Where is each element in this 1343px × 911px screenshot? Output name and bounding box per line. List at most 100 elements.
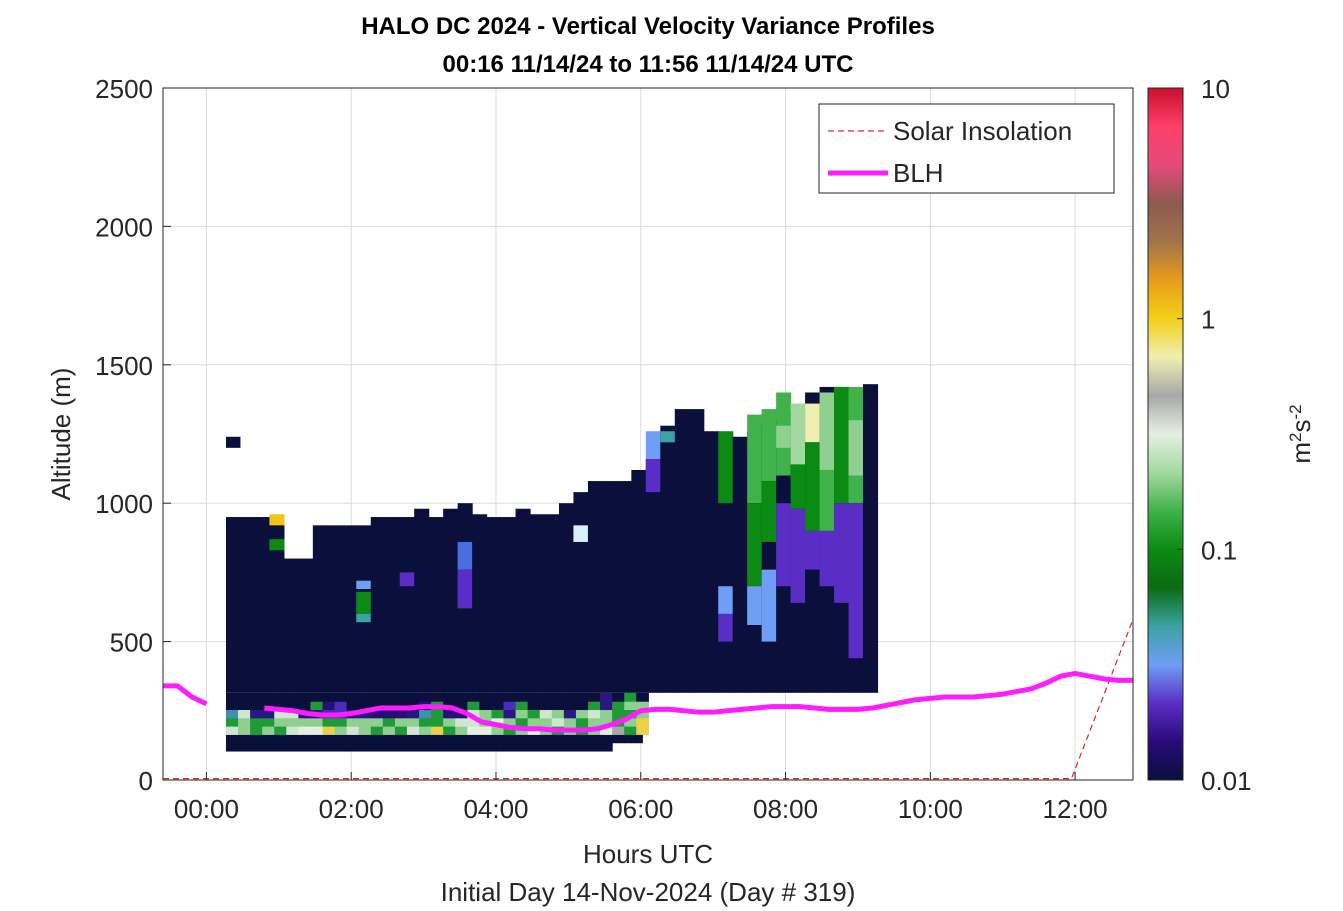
heatmap-cell bbox=[557, 709, 565, 719]
heatmap-cell bbox=[334, 726, 342, 735]
legend: Solar Insolation BLH bbox=[818, 103, 1115, 194]
x-tick-label: 04:00 bbox=[463, 794, 528, 824]
heatmap-cell bbox=[256, 692, 263, 702]
heatmap-cell bbox=[334, 701, 342, 711]
heatmap-accent bbox=[747, 503, 763, 587]
heatmap-cell bbox=[497, 717, 505, 727]
heatmap-cell bbox=[467, 734, 474, 744]
heatmap-cell bbox=[304, 734, 312, 744]
heatmap-cell bbox=[461, 742, 468, 752]
heatmap-cell bbox=[256, 742, 263, 752]
heatmap-accent bbox=[718, 613, 734, 642]
heatmap-column bbox=[298, 558, 314, 693]
heatmap-cell bbox=[642, 701, 649, 711]
heatmap-cell bbox=[443, 692, 450, 702]
heatmap-cell bbox=[551, 742, 559, 752]
heatmap-cell bbox=[298, 692, 306, 702]
heatmap-cell bbox=[382, 717, 390, 727]
heatmap-cell bbox=[244, 692, 251, 702]
heatmap-cell bbox=[443, 726, 450, 735]
heatmap-column bbox=[501, 517, 517, 693]
heatmap-cell bbox=[491, 742, 499, 752]
heatmap-cell bbox=[274, 709, 281, 719]
heatmap-accent bbox=[776, 503, 792, 587]
y-axis-label: Altitude (m) bbox=[46, 368, 76, 501]
heatmap-column bbox=[269, 517, 285, 693]
heatmap-cell bbox=[310, 692, 318, 702]
heatmap-cell bbox=[600, 709, 607, 719]
heatmap-cell bbox=[612, 701, 619, 711]
heatmap-cell bbox=[473, 726, 480, 735]
heatmap-cell bbox=[636, 717, 643, 727]
heatmap-accent bbox=[457, 569, 473, 609]
heatmap-cell bbox=[600, 701, 607, 711]
heatmap-cell bbox=[346, 742, 354, 752]
heatmap-cell bbox=[286, 726, 293, 735]
heatmap-cell bbox=[497, 742, 505, 752]
heatmap-accent bbox=[761, 481, 777, 542]
x-tick-label: 06:00 bbox=[608, 794, 673, 824]
colorbar-tick-label: 0.1 bbox=[1201, 535, 1237, 565]
heatmap-cell bbox=[606, 726, 613, 735]
heatmap-cell bbox=[600, 734, 607, 744]
legend-blh-label: BLH bbox=[893, 158, 944, 188]
heatmap-cell bbox=[551, 717, 559, 727]
heatmap-cell bbox=[286, 734, 293, 744]
heatmap-cell bbox=[606, 709, 613, 719]
heatmap-cell bbox=[509, 709, 517, 719]
heatmap-cell bbox=[437, 717, 444, 727]
heatmap-cell bbox=[636, 726, 643, 735]
heatmap-column bbox=[312, 525, 328, 693]
heatmap-cell bbox=[280, 701, 287, 711]
x-tick-label: 00:00 bbox=[174, 794, 239, 824]
heatmap-cell bbox=[449, 717, 456, 727]
heatmap-cell bbox=[400, 726, 408, 735]
heatmap-cell bbox=[406, 717, 414, 727]
x-tick-label: 08:00 bbox=[753, 794, 818, 824]
colorbar-unit-base-s: s bbox=[1286, 419, 1316, 432]
heatmap-cell bbox=[256, 701, 263, 711]
heatmap-cell bbox=[304, 742, 312, 752]
heatmap-column bbox=[660, 425, 676, 693]
heatmap-cell bbox=[557, 734, 565, 744]
heatmap-cell bbox=[485, 742, 493, 752]
heatmap-cell bbox=[310, 742, 318, 752]
heatmap-accent bbox=[747, 586, 763, 625]
heatmap-cell bbox=[606, 701, 613, 711]
x-axis-label: Hours UTC bbox=[583, 839, 713, 869]
heatmap-cell bbox=[280, 742, 287, 752]
heatmap-cell bbox=[437, 726, 444, 735]
heatmap-cell bbox=[642, 709, 649, 719]
heatmap-cell bbox=[600, 742, 607, 752]
heatmap-cell bbox=[280, 734, 287, 744]
heatmap-cell bbox=[268, 734, 275, 744]
heatmap-cell bbox=[322, 726, 330, 735]
heatmap-cell bbox=[563, 692, 571, 702]
heatmap-cell bbox=[606, 717, 613, 727]
heatmap-cell bbox=[334, 734, 342, 744]
heatmap-cell bbox=[606, 692, 613, 702]
heatmap-cell bbox=[503, 709, 511, 719]
heatmap-cell bbox=[238, 726, 245, 735]
heatmap-column bbox=[587, 481, 603, 693]
heatmap-cell bbox=[594, 742, 601, 752]
heatmap-cell bbox=[370, 701, 378, 711]
heatmap-cell bbox=[364, 726, 372, 735]
heatmap-cell bbox=[250, 717, 257, 727]
heatmap-cell bbox=[497, 734, 505, 744]
heatmap-cell bbox=[268, 742, 275, 752]
heatmap-cell bbox=[636, 734, 643, 744]
heatmap-cell bbox=[328, 734, 336, 744]
colorbar-unit-sup2: -2 bbox=[1286, 404, 1305, 419]
heatmap-cell bbox=[600, 717, 607, 727]
heatmap-cell bbox=[521, 742, 529, 752]
heatmap-cell bbox=[630, 692, 637, 702]
heatmap-cell bbox=[286, 742, 293, 752]
heatmap-cell bbox=[262, 717, 269, 727]
heatmap-cell bbox=[370, 742, 378, 752]
heatmap-cell bbox=[364, 742, 372, 752]
heatmap-accent bbox=[805, 530, 821, 570]
heatmap-accent bbox=[848, 420, 864, 476]
heatmap-cell bbox=[419, 726, 426, 735]
heatmap-cell bbox=[352, 726, 360, 735]
